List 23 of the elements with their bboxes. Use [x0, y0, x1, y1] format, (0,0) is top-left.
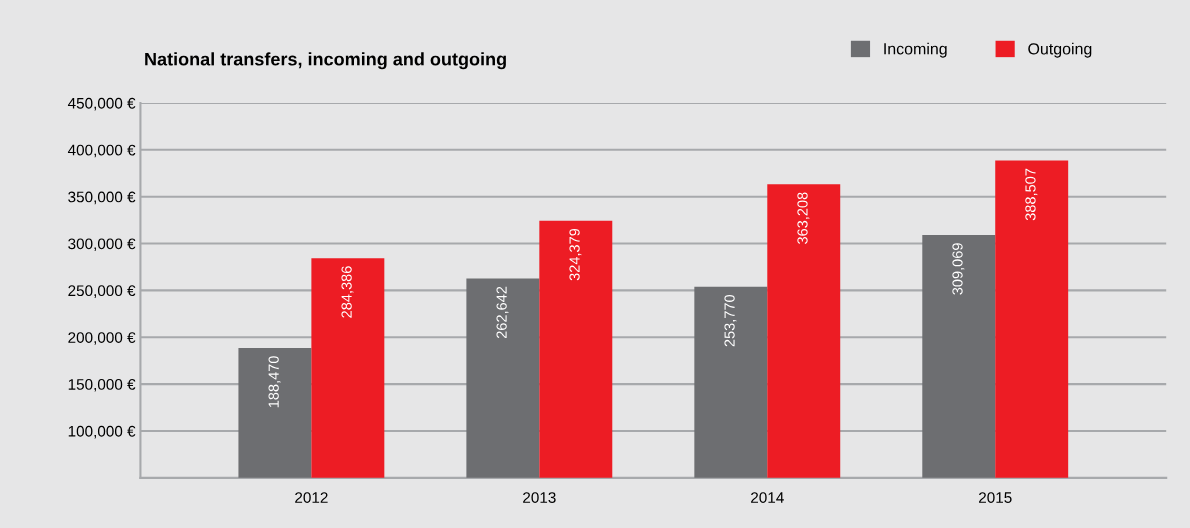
data-label: 253,770	[724, 294, 737, 347]
y-tick-label: 250,000 €	[68, 285, 136, 298]
chart-title: National transfers, incoming and outgoing	[145, 52, 506, 70]
data-label: 262,642	[496, 286, 509, 339]
data-label: 388,507	[1025, 168, 1038, 221]
legend-label: Outgoing	[1028, 42, 1092, 58]
y-tick-label: 350,000 €	[68, 191, 136, 205]
data-label: 309,069	[952, 243, 965, 295]
y-tick-label: 300,000 €	[68, 238, 136, 252]
y-tick-label: 400,000 €	[67, 144, 136, 158]
x-tick-label: 2014	[751, 492, 784, 503]
data-label: 363,208	[797, 192, 810, 244]
y-tick-label: 200,000 €	[68, 332, 136, 345]
x-tick-label: 2013	[523, 492, 556, 503]
data-label: 284,386	[341, 266, 354, 318]
y-tick-label: 100,000 €	[68, 425, 136, 439]
x-tick-label: 2012	[295, 492, 328, 503]
data-label: 188,470	[268, 356, 281, 408]
legend-label: Incoming	[884, 42, 947, 58]
data-label: 324,379	[569, 228, 582, 281]
y-tick-label: 150,000 €	[68, 378, 136, 392]
y-tick-label: 450,000 €	[67, 97, 136, 111]
x-tick-label: 2015	[979, 492, 1012, 503]
